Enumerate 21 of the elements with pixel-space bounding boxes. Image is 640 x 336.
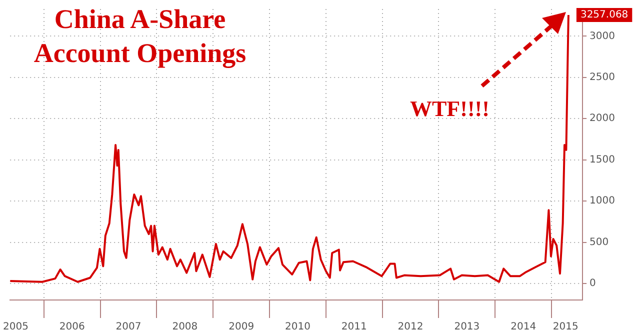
y-tick-label: 0	[590, 278, 596, 290]
y-tick-label: 3000	[590, 30, 616, 42]
y-tick-label: 500	[590, 236, 609, 248]
x-tick-label: 2014	[510, 322, 536, 333]
y-tick-label: 2500	[590, 72, 616, 84]
text: China A-Share Account Openings	[32, 3, 248, 70]
x-tick-label: 2015	[552, 322, 578, 333]
x-tick-label: 2005	[3, 322, 28, 333]
y-tick-label: 1500	[590, 154, 616, 166]
x-tick-label: 2006	[59, 322, 85, 333]
x-tick-label: 2012	[398, 322, 424, 333]
x-tick-label: 2007	[116, 322, 142, 333]
x-tick-label: 2013	[454, 322, 480, 333]
x-tick-label: 2010	[285, 322, 310, 333]
y-tick-label: 2000	[590, 113, 616, 124]
x-tick-label: 2009	[228, 322, 254, 333]
y-tick-label: 1000	[590, 196, 616, 207]
annotation: WTF!!!!	[410, 96, 490, 122]
x-tick-label: 2008	[172, 322, 198, 333]
x-tick-label: 2011	[341, 322, 367, 333]
annotation: 3257.068	[580, 10, 628, 21]
